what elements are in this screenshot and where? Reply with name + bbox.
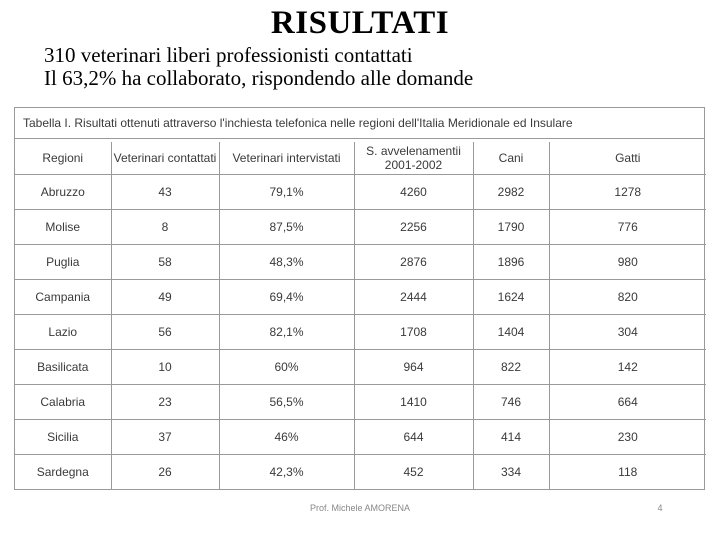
table-row: Sardegna 26 42,3% 452 334 118 (15, 454, 706, 489)
table-cell: 1624 (472, 279, 550, 315)
table-cell: 46% (218, 419, 355, 455)
table-cell: 644 (353, 419, 474, 455)
table-body: Abruzzo 43 79,1% 4260 2982 1278 Molise 8 87,5% 22… (15, 174, 706, 489)
table-cell: 10 (110, 349, 220, 385)
table-cell: 56 (110, 314, 220, 350)
table-cell: 776 (548, 209, 706, 245)
table-cell: 230 (548, 419, 706, 455)
table-cell: 43 (110, 174, 220, 210)
table-row: Campania 49 69,4% 2444 1624 820 (15, 279, 706, 315)
table-cell: 48,3% (218, 244, 355, 280)
table-cell: 980 (548, 244, 706, 280)
table-cell: 2982 (472, 174, 550, 210)
table-cell: 37 (110, 419, 220, 455)
table-cell: Sardegna (15, 454, 112, 489)
column-header-gatti: Gatti (548, 142, 706, 175)
table-cell: 304 (548, 314, 706, 350)
table-cell: Campania (15, 279, 112, 315)
table-cell: 4260 (353, 174, 474, 210)
table-row: Basilicata 10 60% 964 822 142 (15, 349, 706, 385)
column-header-veterinari-intervistati: Veterinari intervistati (218, 142, 355, 175)
table-cell: 1278 (548, 174, 706, 210)
subtitle-line-1: 310 veterinari liberi professionisti con… (44, 43, 413, 67)
table-cell: 452 (353, 454, 474, 489)
table-cell: 87,5% (218, 209, 355, 245)
footer-author: Prof. Michele AMORENA (309, 503, 411, 513)
column-header-regioni: Regioni (15, 142, 112, 175)
table-cell: 118 (548, 454, 706, 489)
table-cell: 2444 (353, 279, 474, 315)
column-header-cani: Cani (472, 142, 550, 175)
table-cell: 1404 (472, 314, 550, 350)
page-title: RISULTATI (270, 5, 450, 41)
table-cell: 1708 (353, 314, 474, 350)
table-cell: 69,4% (218, 279, 355, 315)
subtitle-block: 310 veterinari liberi professionisti con… (44, 44, 684, 90)
table-cell: 56,5% (218, 384, 355, 420)
table-row: Calabria 23 56,5% 1410 746 664 (15, 384, 706, 420)
table-cell: 142 (548, 349, 706, 385)
table-row: Lazio 56 82,1% 1708 1404 304 (15, 314, 706, 350)
table-cell: Lazio (15, 314, 112, 350)
table-row: Sicilia 37 46% 644 414 230 (15, 419, 706, 455)
table-cell: 1896 (472, 244, 550, 280)
table-cell: Basilicata (15, 349, 112, 385)
table-cell: 8 (110, 209, 220, 245)
table-cell: 23 (110, 384, 220, 420)
table-cell: 79,1% (218, 174, 355, 210)
table-cell: 1790 (472, 209, 550, 245)
table-cell: 26 (110, 454, 220, 489)
table-cell: Abruzzo (15, 174, 112, 210)
column-header-avvelenamenti: S. avvelenamentii 2001-2002 (353, 142, 474, 175)
table-row: Puglia 58 48,3% 2876 1896 980 (15, 244, 706, 280)
subtitle-line-2: Il 63,2% ha collaborato, rispondendo all… (44, 66, 474, 90)
table-row: Molise 8 87,5% 2256 1790 776 (15, 209, 706, 245)
table-cell: 60% (218, 349, 355, 385)
page-number: 4 (657, 503, 663, 513)
table-cell: 334 (472, 454, 550, 489)
table-cell: Puglia (15, 244, 112, 280)
table-cell: 42,3% (218, 454, 355, 489)
table-cell: 82,1% (218, 314, 355, 350)
table-cell: 664 (548, 384, 706, 420)
table-cell: 58 (110, 244, 220, 280)
table-cell: 964 (353, 349, 474, 385)
table-cell: 49 (110, 279, 220, 315)
table-cell: 1410 (353, 384, 474, 420)
table-cell: 414 (472, 419, 550, 455)
table-cell: 2876 (353, 244, 474, 280)
results-table-container: Tabella I. Risultati ottenuti attraverso… (14, 107, 706, 490)
results-table: Regioni Veterinari contattati Veterinari… (15, 142, 706, 489)
table-cell: 822 (472, 349, 550, 385)
table-cell: Molise (15, 209, 112, 245)
table-caption: Tabella I. Risultati ottenuti attraverso… (15, 108, 704, 139)
table-cell: 820 (548, 279, 706, 315)
table-cell: 746 (472, 384, 550, 420)
table-header-row: Regioni Veterinari contattati Veterinari… (15, 142, 706, 175)
table-row: Abruzzo 43 79,1% 4260 2982 1278 (15, 174, 706, 210)
table-cell: 2256 (353, 209, 474, 245)
table-cell: Sicilia (15, 419, 112, 455)
column-header-veterinari-contattati: Veterinari contattati (110, 142, 220, 175)
table-cell: Calabria (15, 384, 112, 420)
